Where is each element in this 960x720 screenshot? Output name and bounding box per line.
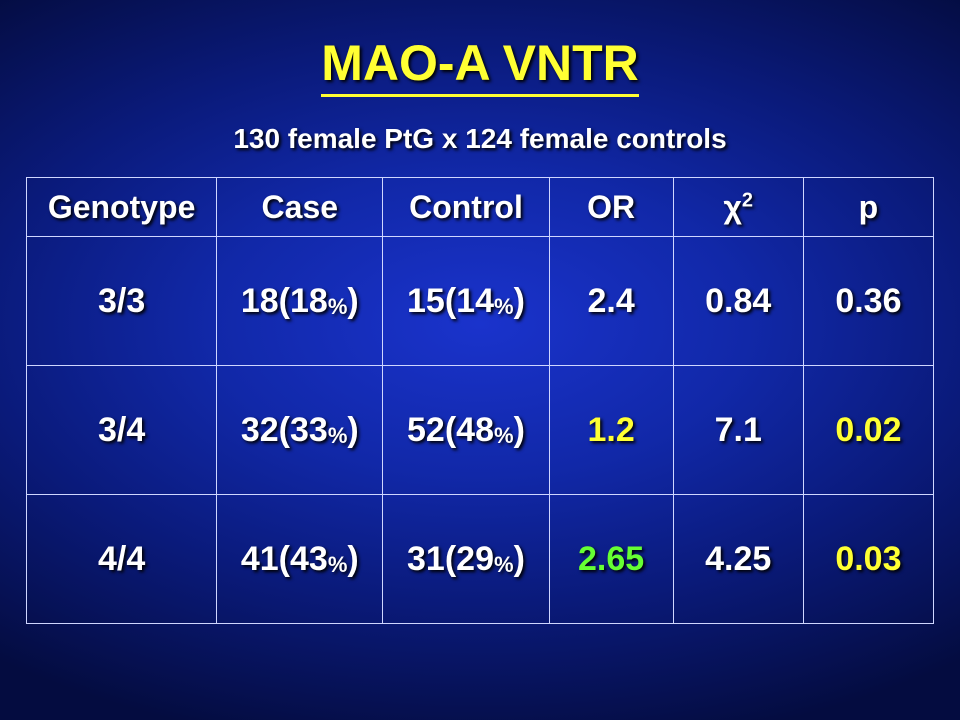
col-p: p bbox=[803, 178, 933, 237]
cell-p: 0.36 bbox=[803, 237, 933, 366]
cell-control: 31(29%) bbox=[383, 495, 549, 624]
col-genotype: Genotype bbox=[27, 178, 217, 237]
data-table: Genotype Case Control OR χ2 p 3/318(18%)… bbox=[26, 177, 934, 624]
cell-control-n: 52 bbox=[407, 411, 445, 449]
chi-symbol: χ bbox=[723, 189, 741, 225]
cell-genotype: 3/4 bbox=[27, 366, 217, 495]
cell-control-pct: 29 bbox=[456, 540, 494, 578]
cell-control: 15(14%) bbox=[383, 237, 549, 366]
percent-sign: % bbox=[494, 423, 514, 448]
cell-p: 0.03 bbox=[803, 495, 933, 624]
cell-case-n: 32 bbox=[241, 411, 279, 449]
cell-control-n: 15 bbox=[407, 282, 445, 320]
slide-subtitle: 130 female PtG x 124 female controls bbox=[0, 123, 960, 155]
cell-case: 32(33%) bbox=[217, 366, 383, 495]
cell-case-pct: 18 bbox=[290, 282, 328, 320]
cell-chi: 4.25 bbox=[673, 495, 803, 624]
col-control: Control bbox=[383, 178, 549, 237]
table-row: 3/432(33%)52(48%)1.27.10.02 bbox=[27, 366, 934, 495]
cell-genotype: 4/4 bbox=[27, 495, 217, 624]
cell-control-pct: 48 bbox=[456, 411, 494, 449]
table-row: 4/441(43%)31(29%)2.654.250.03 bbox=[27, 495, 934, 624]
percent-sign: % bbox=[494, 552, 514, 577]
cell-case-n: 41 bbox=[241, 540, 279, 578]
percent-sign: % bbox=[494, 294, 514, 319]
slide-title: MAO-A VNTR bbox=[321, 34, 639, 97]
cell-control-n: 31 bbox=[407, 540, 445, 578]
cell-control: 52(48%) bbox=[383, 366, 549, 495]
cell-or: 2.65 bbox=[549, 495, 673, 624]
cell-or: 1.2 bbox=[549, 366, 673, 495]
percent-sign: % bbox=[328, 294, 348, 319]
col-or: OR bbox=[549, 178, 673, 237]
percent-sign: % bbox=[328, 423, 348, 448]
cell-case-n: 18 bbox=[241, 282, 279, 320]
col-chi: χ2 bbox=[673, 178, 803, 237]
data-table-wrap: Genotype Case Control OR χ2 p 3/318(18%)… bbox=[26, 177, 934, 624]
cell-chi: 0.84 bbox=[673, 237, 803, 366]
cell-case-pct: 33 bbox=[290, 411, 328, 449]
table-header-row: Genotype Case Control OR χ2 p bbox=[27, 178, 934, 237]
cell-case: 18(18%) bbox=[217, 237, 383, 366]
table-row: 3/318(18%)15(14%)2.40.840.36 bbox=[27, 237, 934, 366]
cell-case-pct: 43 bbox=[290, 540, 328, 578]
cell-genotype: 3/3 bbox=[27, 237, 217, 366]
cell-chi: 7.1 bbox=[673, 366, 803, 495]
cell-control-pct: 14 bbox=[456, 282, 494, 320]
table-body: 3/318(18%)15(14%)2.40.840.363/432(33%)52… bbox=[27, 237, 934, 624]
cell-p: 0.02 bbox=[803, 366, 933, 495]
chi-sup: 2 bbox=[742, 189, 753, 211]
cell-case: 41(43%) bbox=[217, 495, 383, 624]
slide: MAO-A VNTR 130 female PtG x 124 female c… bbox=[0, 0, 960, 720]
col-case: Case bbox=[217, 178, 383, 237]
cell-or: 2.4 bbox=[549, 237, 673, 366]
percent-sign: % bbox=[328, 552, 348, 577]
